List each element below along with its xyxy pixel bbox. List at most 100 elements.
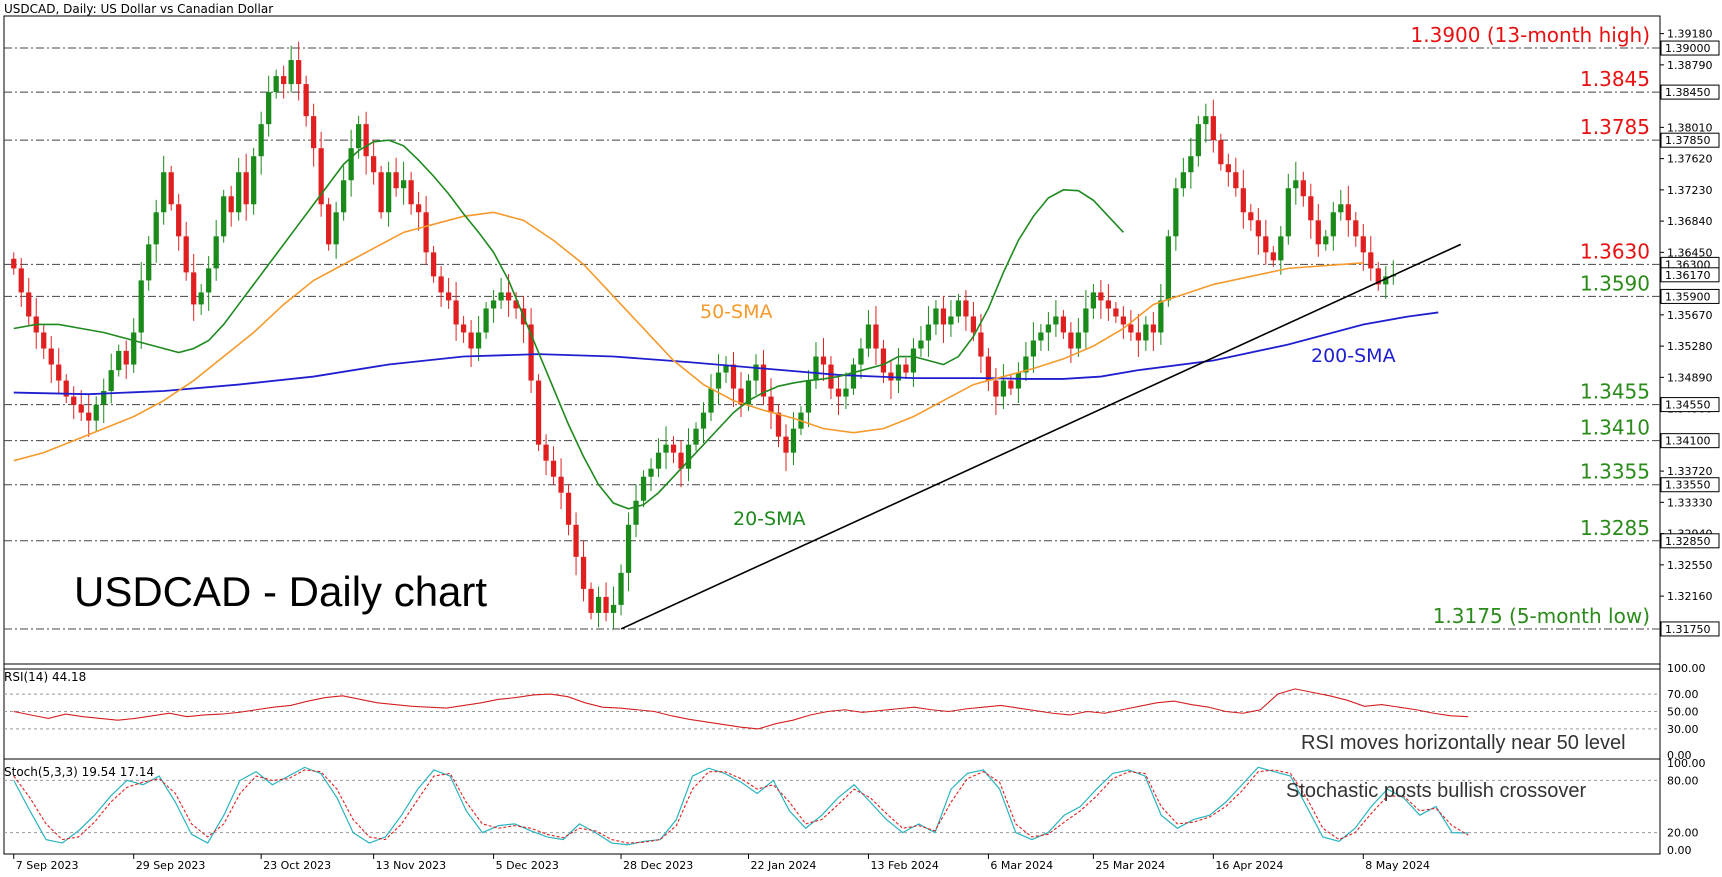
level-label: 1.3785 — [1580, 115, 1650, 139]
candle-up — [348, 148, 354, 181]
candle-down — [56, 364, 62, 381]
price-tag-label: 1.34550 — [1665, 399, 1711, 412]
candle-down — [408, 180, 414, 205]
candle-down — [363, 124, 369, 157]
candle-down — [1150, 324, 1156, 333]
candle-up — [108, 370, 114, 391]
x-tick-label: 7 Sep 2023 — [16, 859, 79, 872]
stoch-tick-label: 100.00 — [1667, 757, 1706, 770]
level-label: 1.3410 — [1580, 416, 1650, 440]
candle-down — [993, 380, 999, 397]
price-tag — [1660, 533, 1720, 549]
candle-down — [281, 76, 287, 85]
price-tag-label: 1.31750 — [1665, 623, 1711, 636]
x-tick-label: 6 Mar 2024 — [990, 859, 1053, 872]
candle-down — [311, 116, 317, 149]
y-tick-label: 1.39180 — [1667, 28, 1713, 41]
candle-down — [1135, 332, 1141, 341]
price-tag-label: 1.36170 — [1665, 269, 1711, 282]
candle-down — [730, 364, 737, 389]
candle-up — [858, 348, 864, 365]
candle-down — [41, 332, 47, 349]
date-axis: 7 Sep 2023 29 Sep 2023 23 Oct 2023 13 Nov 2… — [13, 854, 1430, 872]
y-tick-label: 1.33720 — [1667, 465, 1713, 478]
sma200-label: 200-SMA — [1311, 345, 1396, 367]
chart-title: USDCAD - Daily chart — [74, 568, 488, 615]
candle-down — [768, 396, 774, 413]
x-tick-label: 29 Sep 2023 — [136, 859, 206, 872]
candle-down — [1218, 140, 1224, 165]
candle-up — [1158, 300, 1164, 333]
level-label: 1.3630 — [1580, 239, 1650, 263]
candle-up — [625, 524, 632, 573]
candles — [11, 41, 1396, 630]
price-tag — [1660, 267, 1720, 283]
candle-down — [1263, 236, 1269, 253]
y-tick-label: 1.35670 — [1667, 309, 1713, 322]
candle-down — [1255, 220, 1261, 237]
trend-line — [620, 243, 1462, 630]
candle-up — [333, 212, 339, 245]
candle-up — [498, 292, 504, 301]
y-tick-label: 1.37620 — [1667, 153, 1713, 166]
candle-down — [191, 272, 197, 305]
candle-up — [693, 428, 699, 445]
candle-up — [1188, 156, 1194, 173]
candle-up — [236, 172, 242, 213]
candle-up — [1000, 380, 1007, 397]
price-tag-label: 1.38450 — [1665, 86, 1711, 99]
candle-down — [828, 364, 834, 389]
stoch-tick-label: 20.00 — [1667, 827, 1699, 840]
panel-frames — [3, 15, 1661, 855]
candle-down — [1225, 164, 1231, 173]
candle-down — [580, 556, 587, 589]
x-tick-label: 22 Jan 2024 — [750, 859, 816, 872]
y-tick-label: 1.37230 — [1667, 184, 1713, 197]
candle-down — [903, 364, 909, 373]
candle-down — [963, 300, 969, 317]
candle-down — [1008, 380, 1014, 389]
candle-down — [1210, 116, 1216, 141]
candle-down — [1368, 252, 1374, 269]
candle-down — [1098, 292, 1104, 301]
candle-down — [1128, 324, 1134, 333]
price-tag — [1660, 397, 1720, 413]
candle-up — [206, 268, 212, 293]
candle-up — [1293, 180, 1299, 189]
candle-down — [1068, 332, 1074, 349]
candle-down — [760, 364, 767, 397]
candle-down — [460, 324, 467, 333]
candle-up — [745, 380, 752, 405]
rsi-tick-label: 50.00 — [1667, 706, 1699, 719]
candle-down — [1105, 300, 1111, 309]
rsi-tick-label: 70.00 — [1667, 688, 1699, 701]
candle-up — [1195, 124, 1201, 157]
candle-down — [326, 204, 332, 245]
candle-up — [1278, 236, 1284, 261]
sma200-line — [13, 311, 1439, 396]
candle-up — [1323, 236, 1329, 245]
candle-up — [1180, 172, 1186, 189]
price-tag-label: 1.32850 — [1665, 535, 1711, 548]
candle-up — [1075, 332, 1082, 349]
rsi-tick-label: 0.00 — [1667, 749, 1692, 762]
y-tick-label: 1.32160 — [1667, 590, 1713, 603]
candle-up — [341, 180, 347, 213]
candle-down — [1240, 188, 1246, 213]
candle-down — [985, 356, 992, 381]
candle-down — [11, 258, 17, 269]
x-tick-label: 28 Dec 2023 — [623, 859, 693, 872]
candle-down — [565, 492, 572, 525]
stoch-tick-label: 80.00 — [1667, 774, 1699, 787]
candle-down — [176, 204, 182, 237]
level-label: 1.3590 — [1580, 271, 1650, 295]
candle-up — [273, 76, 279, 93]
price-tag-label: 1.35900 — [1665, 290, 1711, 303]
candle-down — [535, 380, 542, 445]
candle-up — [1023, 356, 1029, 373]
candle-down — [1248, 212, 1254, 221]
x-tick-label: 8 May 2024 — [1365, 859, 1430, 872]
candle-down — [513, 300, 519, 309]
candle-up — [116, 350, 122, 371]
